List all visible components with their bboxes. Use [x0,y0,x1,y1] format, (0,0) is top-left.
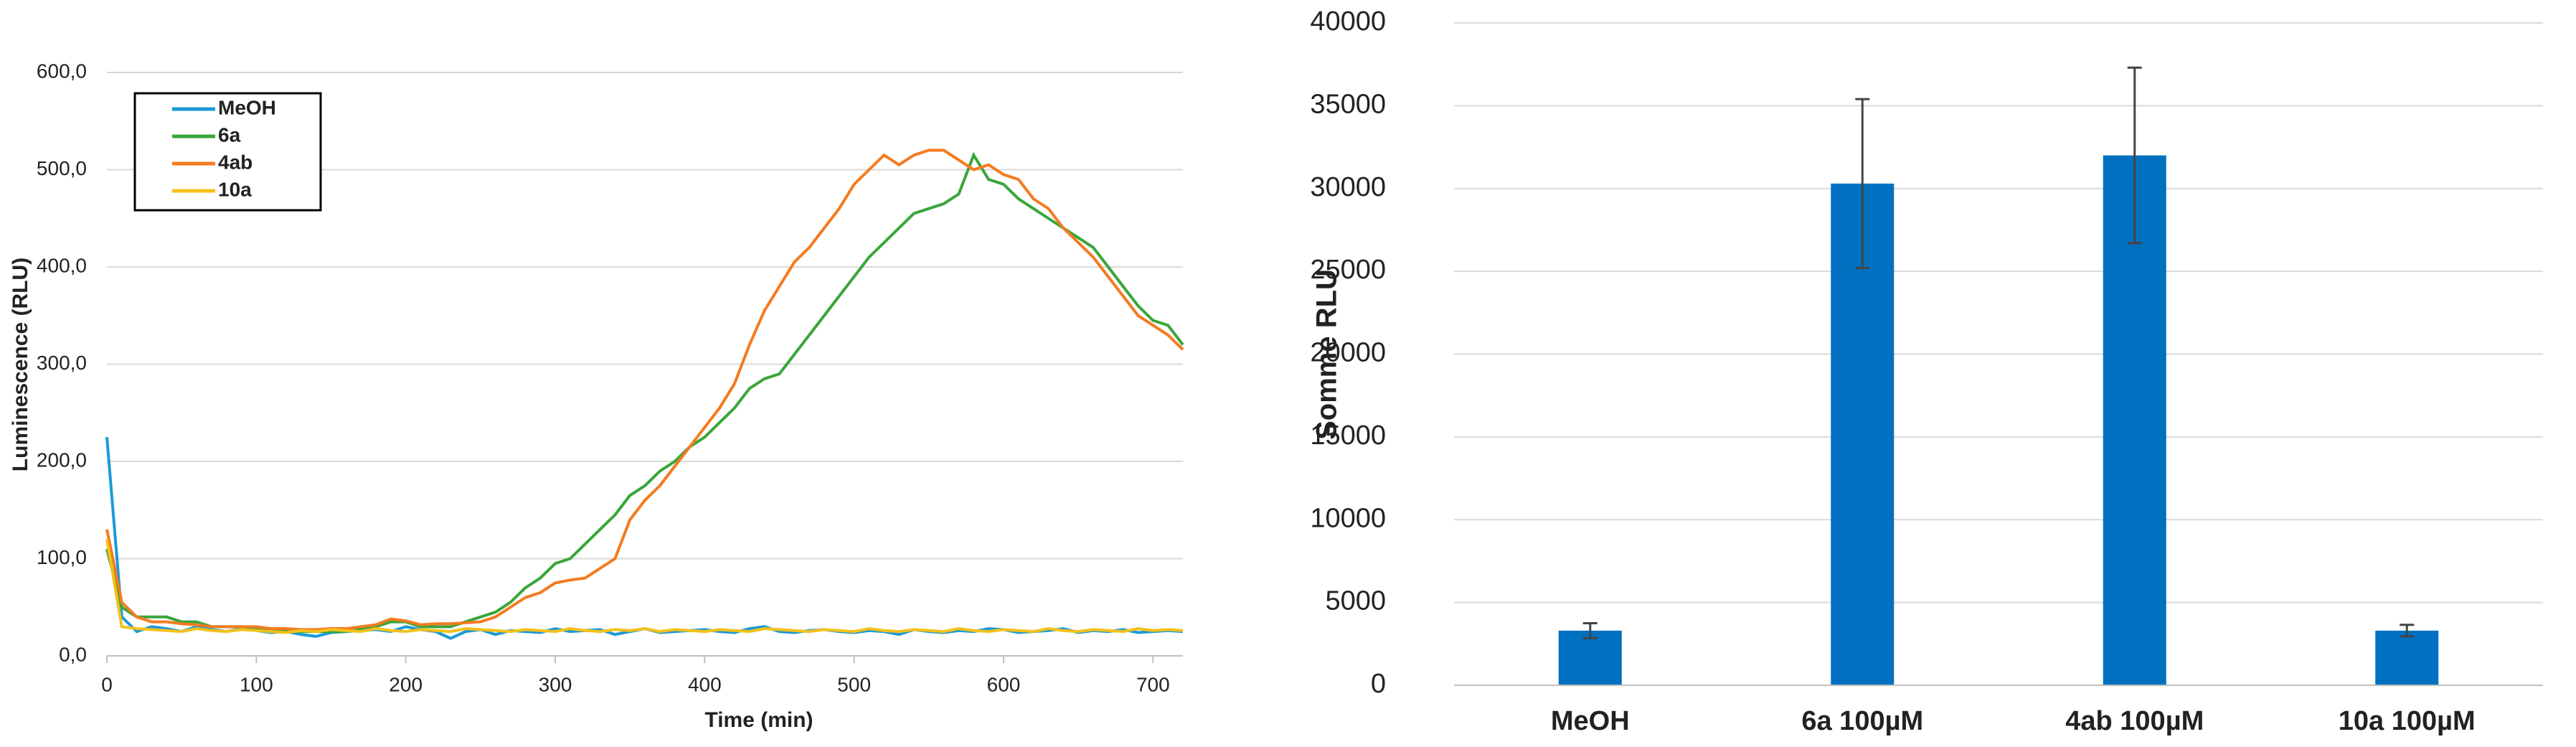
error-bar [2127,66,2142,245]
y-tick-label: 35000 [1310,89,1386,119]
y-tick-label: 5000 [1325,586,1386,616]
series-line [105,539,1184,634]
error-bar [1582,621,1598,639]
bar [1558,630,1622,685]
x-axis-label: Time (min) [704,708,813,732]
x-tick-label: MeOH [1551,706,1630,736]
y-tick-label: 0 [1371,669,1386,699]
x-tick-label: 500 [837,673,871,695]
y-tick-label: 40000 [1310,6,1386,37]
y-tick-label: 400,0 [37,254,87,276]
legend-label: MeOH [218,96,276,118]
x-tick-label: 400 [688,673,722,695]
x-tick-label: 600 [987,673,1021,695]
y-tick-label: 200,0 [37,448,87,471]
legend-label: 4ab [218,151,253,173]
series-line [105,149,1184,631]
y-tick-label: 15000 [1310,421,1386,451]
x-tick-label: 200 [389,673,423,695]
y-tick-label: 25000 [1310,255,1386,285]
legend-box [133,92,322,212]
bar [2375,630,2439,685]
y-tick-label: 600,0 [37,60,87,82]
series-line [105,151,1184,634]
series-line [105,436,1184,640]
error-bar [1855,98,1870,270]
legend-label: 10a [218,178,252,200]
x-tick-label: 4ab 100µM [2065,706,2204,736]
y-tick-label: 0,0 [59,643,87,665]
x-tick-label: 700 [1136,673,1170,695]
x-tick-label: 6a 100µM [1801,706,1923,736]
y-axis-label: Luminescence (RLU) [9,258,32,471]
legend-label: 6a [218,123,241,146]
y-tick-label: 30000 [1310,172,1386,202]
x-tick-label: 100 [240,673,273,695]
x-tick-label: 10a 100µM [2339,706,2476,736]
y-tick-label: 10000 [1310,503,1386,533]
y-axis-label: Somme RLU [1311,269,1343,440]
y-tick-label: 100,0 [37,546,87,568]
error-bar [2400,624,2415,638]
x-tick-label: 0 [101,673,113,695]
y-tick-label: 20000 [1310,338,1386,368]
y-tick-label: 500,0 [37,157,87,179]
x-tick-label: 300 [539,673,572,695]
y-tick-label: 300,0 [37,352,87,374]
